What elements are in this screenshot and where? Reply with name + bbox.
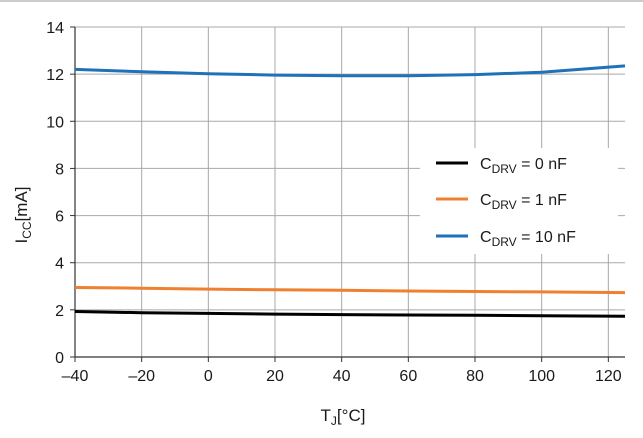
x-tick-label: 0 <box>204 368 213 385</box>
x-tick-label: –20 <box>128 368 155 385</box>
y-axis-label-sub: CC <box>20 221 34 239</box>
x-axis-label-main: T <box>321 406 331 425</box>
legend-label-main: C <box>480 156 492 173</box>
y-tick-label: 12 <box>46 67 64 84</box>
y-axis-label-suffix: [mA] <box>12 186 31 221</box>
x-tick-label: 80 <box>466 368 484 385</box>
legend-label-main: C <box>480 192 492 209</box>
legend-label-sub: DRV <box>492 235 517 249</box>
y-axis-label-main: I <box>12 239 31 244</box>
legend-label: CDRV = 0 nF <box>480 156 567 176</box>
y-tick-label: 10 <box>46 114 64 131</box>
legend-label: CDRV = 1 nF <box>480 192 567 212</box>
legend-label-suffix: = 10 nF <box>517 229 576 246</box>
tick-labels: –40 –20 0 20 40 60 80 100 120 0 2 4 6 8 10 12 14 <box>46 20 622 385</box>
series-line-1 <box>74 286 626 295</box>
x-axis-label-sub: J <box>331 414 337 428</box>
axes <box>70 26 625 362</box>
legend-item: CDRV = 1 nF <box>436 192 567 212</box>
x-tick-label: 100 <box>528 368 555 385</box>
y-tick-label: 8 <box>55 161 64 178</box>
y-tick-label: 0 <box>55 350 64 367</box>
legend-label-sub: DRV <box>492 162 517 176</box>
legend: CDRV = 0 nF CDRV = 1 nF CDRV = 10 nF <box>420 148 618 254</box>
legend-label-sub: DRV <box>492 198 517 212</box>
series-line-0 <box>74 310 626 318</box>
x-tick-label: 20 <box>266 368 284 385</box>
series-line-2 <box>74 64 626 78</box>
legend-label: CDRV = 10 nF <box>480 229 576 249</box>
y-axis-label: ICC[mA] <box>12 186 34 243</box>
x-axis-label-suffix: [°C] <box>337 406 366 425</box>
y-tick-label: 6 <box>55 209 64 226</box>
y-tick-label: 2 <box>55 303 64 320</box>
legend-label-suffix: = 1 nF <box>517 192 567 209</box>
y-tick-label: 4 <box>55 256 64 273</box>
series-lines <box>74 64 626 318</box>
legend-item: CDRV = 0 nF <box>436 156 567 176</box>
x-tick-label: 40 <box>333 368 351 385</box>
legend-item: CDRV = 10 nF <box>436 229 576 249</box>
x-tick-label: –40 <box>62 368 89 385</box>
y-tick-label: 14 <box>46 20 64 37</box>
legend-label-main: C <box>480 229 492 246</box>
legend-label-suffix: = 0 nF <box>517 156 567 173</box>
x-tick-label: 60 <box>399 368 417 385</box>
x-tick-label: 120 <box>595 368 622 385</box>
x-axis-label: TJ[°C] <box>321 406 366 428</box>
